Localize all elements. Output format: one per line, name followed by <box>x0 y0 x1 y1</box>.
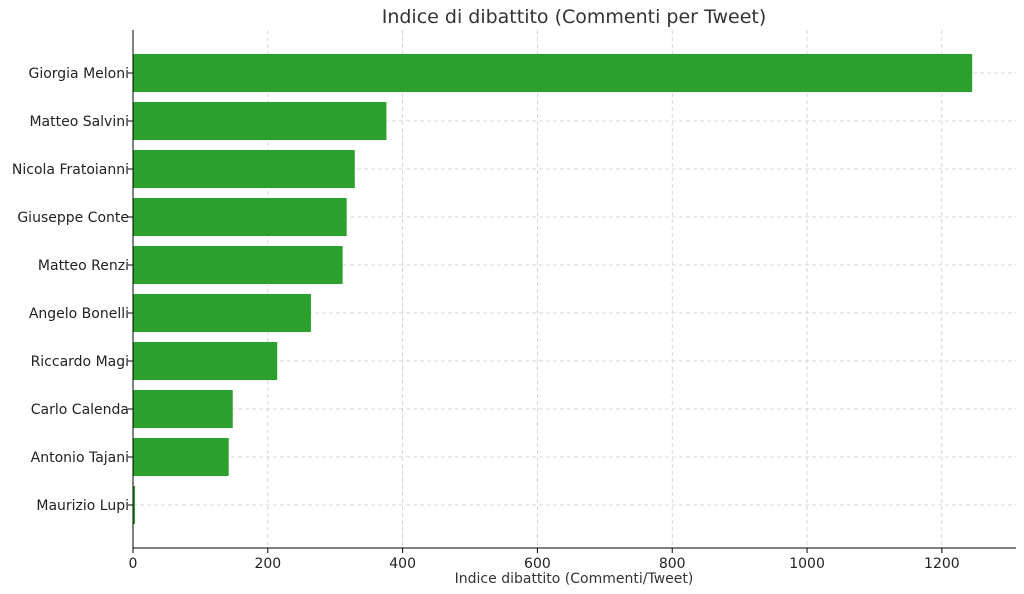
x-tick-label: 1200 <box>924 556 960 572</box>
x-tick-label: 600 <box>524 556 551 572</box>
category-label: Angelo Bonelli <box>29 306 129 322</box>
category-label: Nicola Fratoianni <box>12 162 129 178</box>
bar <box>133 294 311 332</box>
category-label: Carlo Calenda <box>31 402 129 418</box>
category-label: Giorgia Meloni <box>28 66 129 82</box>
bar <box>133 150 355 188</box>
chart-title: Indice di dibattito (Commenti per Tweet) <box>382 6 767 28</box>
bar <box>133 54 973 92</box>
category-label: Matteo Salvini <box>29 114 129 130</box>
axes-layer <box>128 30 1016 553</box>
x-tick-label: 0 <box>129 556 138 572</box>
x-tick-label: 400 <box>389 556 416 572</box>
x-tick-label: 800 <box>659 556 686 572</box>
category-label: Riccardo Magi <box>31 354 129 370</box>
bar <box>133 486 136 524</box>
bar <box>133 102 387 140</box>
x-tick-labels: 0 200 400 600 800 1000 1200 <box>129 556 960 572</box>
x-tick-label: 200 <box>254 556 281 572</box>
x-axis-label: Indice dibattito (Commenti/Tweet) <box>455 571 694 587</box>
bar <box>133 342 278 380</box>
category-label: Giuseppe Conte <box>17 210 129 226</box>
category-label: Maurizio Lupi <box>36 498 129 514</box>
bar <box>133 198 347 236</box>
bar <box>133 438 229 476</box>
category-label: Matteo Renzi <box>38 258 129 274</box>
bar <box>133 246 343 284</box>
x-tick-label: 1000 <box>789 556 825 572</box>
category-label: Antonio Tajani <box>31 450 129 466</box>
bars-layer <box>133 54 973 524</box>
bar <box>133 390 233 428</box>
category-labels: Giorgia Meloni Matteo Salvini Nicola Frato… <box>12 66 129 514</box>
